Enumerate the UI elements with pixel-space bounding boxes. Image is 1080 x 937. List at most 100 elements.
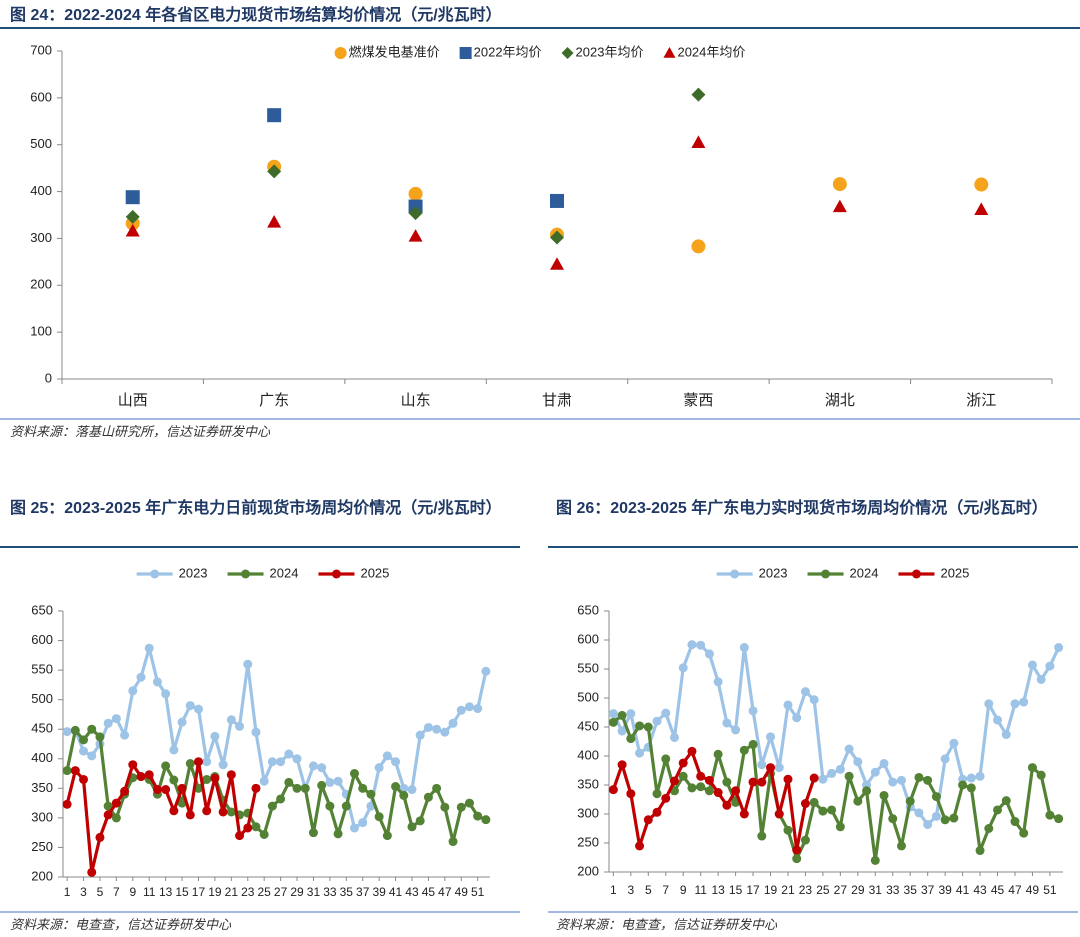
data-point xyxy=(739,809,749,819)
data-point xyxy=(95,832,105,842)
data-point xyxy=(62,727,72,737)
data-point xyxy=(949,813,959,823)
data-point xyxy=(62,766,72,776)
legend-marker xyxy=(241,569,251,579)
data-point xyxy=(870,767,880,777)
data-point xyxy=(358,783,368,793)
data-point xyxy=(617,710,627,720)
y-tick-label: 300 xyxy=(30,230,52,245)
data-point xyxy=(111,813,121,823)
data-point xyxy=(448,718,458,728)
legend: 2023 2024 2025 xyxy=(716,565,969,580)
x-tick-label: 39 xyxy=(938,883,952,897)
data-point xyxy=(792,713,802,723)
data-point xyxy=(800,687,810,697)
data-point xyxy=(652,807,662,817)
data-point xyxy=(432,783,442,793)
data-point xyxy=(382,831,392,841)
data-point xyxy=(923,819,933,829)
x-tick-label: 1 xyxy=(610,883,617,897)
data-point xyxy=(267,215,282,228)
x-tick-label: 13 xyxy=(711,883,725,897)
legend: 2023 2024 2025 xyxy=(136,565,389,580)
x-tick-label: 21 xyxy=(225,885,239,899)
x-tick-label: 23 xyxy=(241,885,255,899)
x-tick-label: 41 xyxy=(956,883,970,897)
data-point xyxy=(1045,661,1055,671)
data-point xyxy=(1036,770,1046,780)
data-point xyxy=(243,659,253,669)
data-point xyxy=(169,775,179,785)
x-tick-label: 33 xyxy=(323,885,337,899)
data-point xyxy=(161,689,171,699)
data-point xyxy=(669,732,679,742)
data-point xyxy=(128,760,138,770)
x-tick-label: 43 xyxy=(405,885,419,899)
data-point xyxy=(974,177,989,192)
data-point xyxy=(678,758,688,768)
y-tick-label: 200 xyxy=(30,277,52,292)
legend-label: 2024 xyxy=(850,565,879,580)
data-point xyxy=(103,801,113,811)
data-point xyxy=(800,799,810,809)
data-point xyxy=(481,666,491,676)
data-point xyxy=(832,177,847,192)
data-point xyxy=(1019,828,1029,838)
data-point xyxy=(218,760,228,770)
data-point xyxy=(669,776,679,786)
data-point xyxy=(748,739,758,749)
data-point xyxy=(333,776,343,786)
data-point xyxy=(1010,817,1020,827)
data-point xyxy=(739,745,749,755)
data-point xyxy=(226,807,236,817)
data-point xyxy=(473,704,483,714)
x-tick-label: 49 xyxy=(455,885,469,899)
legend-label: 2022年均价 xyxy=(474,44,542,59)
legend-label: 燃煤发电基准价 xyxy=(349,44,440,59)
data-point xyxy=(144,643,154,653)
x-tick-label: 25 xyxy=(816,883,830,897)
legend-marker xyxy=(911,569,921,579)
figure-title: 图 25：2023-2025 年广东电力日前现货市场周均价情况（元/兆瓦时） xyxy=(10,500,502,517)
data-point xyxy=(800,835,810,845)
x-tick-label: 37 xyxy=(356,885,370,899)
data-point xyxy=(748,706,758,716)
data-point xyxy=(120,786,130,796)
data-point xyxy=(757,777,767,787)
data-point xyxy=(125,223,140,237)
data-point xyxy=(691,135,706,148)
data-point xyxy=(984,824,994,833)
data-point xyxy=(111,714,121,724)
data-point xyxy=(210,731,220,741)
data-point xyxy=(643,815,653,825)
y-tick-label: 600 xyxy=(31,632,53,647)
y-tick-label: 200 xyxy=(31,868,53,883)
data-point xyxy=(652,789,662,799)
data-point xyxy=(464,702,474,712)
data-point xyxy=(169,745,179,755)
data-point xyxy=(722,777,732,787)
data-point xyxy=(243,823,253,833)
data-point xyxy=(914,808,924,818)
legend-marker xyxy=(663,47,676,58)
data-point xyxy=(661,754,671,764)
x-tick-label: 15 xyxy=(729,883,743,897)
data-point xyxy=(940,815,950,825)
data-point xyxy=(626,789,636,799)
data-point xyxy=(399,790,409,800)
data-point xyxy=(276,757,286,767)
figure-title: 图 26：2023-2025 年广东电力实时现货市场周均价情况（元/兆瓦时） xyxy=(556,500,1048,517)
data-point xyxy=(748,777,758,787)
data-point xyxy=(704,649,714,659)
x-tick-label: 17 xyxy=(192,885,206,899)
data-point xyxy=(210,773,220,783)
data-point xyxy=(608,785,618,795)
data-point xyxy=(617,726,627,736)
data-point xyxy=(792,854,802,864)
legend-label: 2025 xyxy=(940,565,969,580)
x-tick-label: 广东 xyxy=(259,392,289,409)
data-point xyxy=(284,749,294,759)
data-point xyxy=(931,811,941,821)
data-point xyxy=(635,721,645,731)
